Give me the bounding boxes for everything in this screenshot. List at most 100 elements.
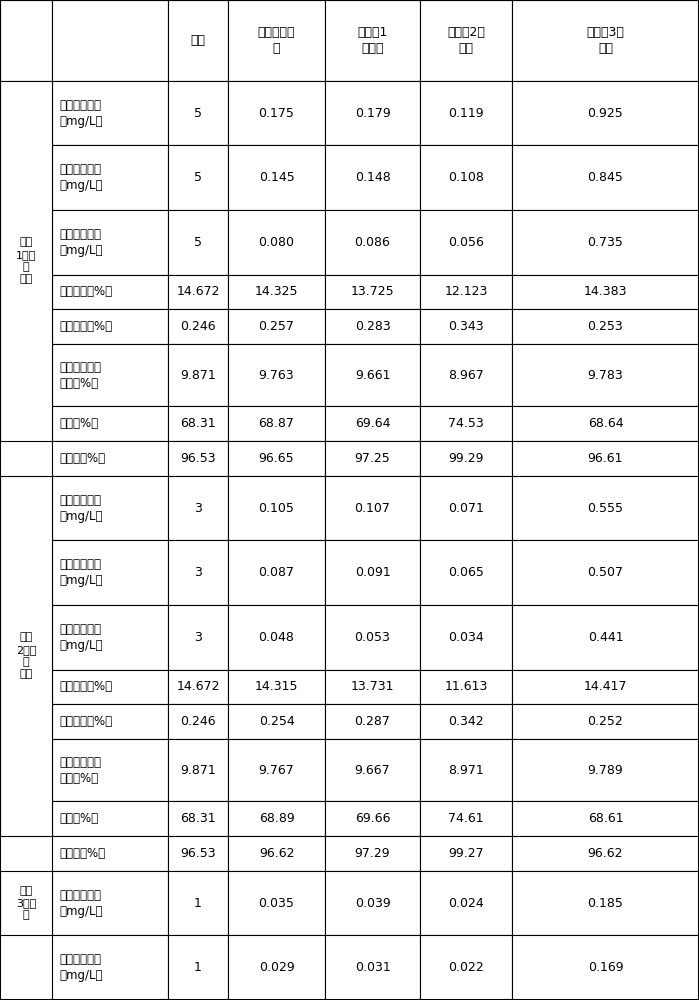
Bar (420, 801, 512, 836)
Bar (228, 605, 325, 670)
Bar (228, 275, 325, 309)
Text: 联苯菊酯浓度
（mg/L）: 联苯菊酯浓度 （mg/L） (59, 99, 103, 128)
Bar (52, 210, 168, 275)
Bar (420, 871, 512, 935)
Bar (420, 540, 512, 605)
Text: 9.763: 9.763 (259, 369, 294, 382)
Text: 原始: 原始 (191, 34, 206, 47)
Bar (420, 0, 512, 81)
Text: 样品
3（低
浓: 样品 3（低 浓 (16, 886, 36, 921)
Bar (168, 704, 228, 739)
Text: 0.108: 0.108 (448, 171, 484, 184)
Text: 0.029: 0.029 (259, 961, 294, 974)
Bar (512, 441, 699, 476)
Bar (325, 145, 420, 210)
Bar (52, 605, 168, 670)
Bar (228, 145, 325, 210)
Text: 可溶性固形物
含量（%）: 可溶性固形物 含量（%） (59, 756, 101, 785)
Bar (228, 406, 325, 441)
Bar (168, 0, 228, 81)
Bar (512, 275, 699, 309)
Bar (420, 406, 512, 441)
Text: 69.64: 69.64 (355, 417, 390, 430)
Bar (420, 441, 512, 476)
Text: 68.31: 68.31 (180, 812, 216, 825)
Bar (52, 801, 168, 836)
Text: 0.034: 0.034 (448, 631, 484, 644)
Bar (325, 81, 420, 145)
Bar (168, 540, 228, 605)
Text: 对比组1
处理后: 对比组1 处理后 (357, 26, 388, 55)
Bar (52, 739, 168, 801)
Bar (52, 476, 168, 540)
Text: 0.039: 0.039 (354, 897, 390, 910)
Bar (512, 871, 699, 935)
Text: 样品
2（中
浓
度）: 样品 2（中 浓 度） (16, 632, 36, 680)
Bar (228, 935, 325, 1000)
Text: 3: 3 (194, 502, 202, 515)
Bar (52, 836, 168, 871)
Text: 0.252: 0.252 (588, 715, 624, 728)
Bar (228, 540, 325, 605)
Bar (52, 704, 168, 739)
Text: 对比组2处
理后: 对比组2处 理后 (447, 26, 485, 55)
Text: 14.315: 14.315 (254, 680, 298, 693)
Text: 96.61: 96.61 (588, 452, 624, 465)
Bar (512, 406, 699, 441)
Bar (228, 441, 325, 476)
Bar (325, 476, 420, 540)
Bar (512, 704, 699, 739)
Bar (228, 670, 325, 704)
Bar (325, 210, 420, 275)
Text: 8.967: 8.967 (448, 369, 484, 382)
Bar (168, 605, 228, 670)
Text: 5: 5 (194, 171, 202, 184)
Text: 0.735: 0.735 (588, 236, 624, 249)
Text: 0.086: 0.086 (354, 236, 391, 249)
Bar (325, 704, 420, 739)
Text: 12.123: 12.123 (445, 285, 488, 298)
Bar (420, 344, 512, 406)
Text: 氯氧菊酯浓度
（mg/L）: 氯氧菊酯浓度 （mg/L） (59, 623, 103, 652)
Bar (52, 540, 168, 605)
Text: 样品
1（高
浓
度）: 样品 1（高 浓 度） (16, 237, 36, 284)
Text: 0.283: 0.283 (354, 320, 390, 333)
Bar (512, 81, 699, 145)
Bar (512, 309, 699, 344)
Text: 5: 5 (194, 236, 202, 249)
Text: 3: 3 (194, 566, 202, 579)
Bar (168, 441, 228, 476)
Bar (0, 476, 52, 836)
Bar (512, 210, 699, 275)
Bar (52, 344, 168, 406)
Text: 13.725: 13.725 (351, 285, 394, 298)
Bar (168, 406, 228, 441)
Bar (512, 801, 699, 836)
Bar (420, 145, 512, 210)
Text: 0.053: 0.053 (354, 631, 391, 644)
Bar (52, 670, 168, 704)
Bar (228, 836, 325, 871)
Text: 甲氧菊酯浓度
（mg/L）: 甲氧菊酯浓度 （mg/L） (59, 953, 103, 982)
Bar (52, 309, 168, 344)
Text: 99.27: 99.27 (448, 847, 484, 860)
Bar (325, 275, 420, 309)
Text: 0.169: 0.169 (588, 961, 624, 974)
Text: 0.091: 0.091 (354, 566, 390, 579)
Bar (420, 309, 512, 344)
Bar (52, 871, 168, 935)
Text: 总糖含量（%）: 总糖含量（%） (59, 285, 112, 298)
Bar (168, 476, 228, 540)
Text: 0.048: 0.048 (259, 631, 294, 644)
Text: 0.257: 0.257 (259, 320, 294, 333)
Text: 14.672: 14.672 (176, 680, 219, 693)
Text: 总糖含量（%）: 总糖含量（%） (59, 680, 112, 693)
Text: 68.64: 68.64 (588, 417, 624, 430)
Bar (52, 145, 168, 210)
Text: 0.342: 0.342 (448, 715, 484, 728)
Bar (168, 670, 228, 704)
Text: 9.871: 9.871 (180, 764, 216, 777)
Bar (52, 441, 168, 476)
Text: 0.145: 0.145 (259, 171, 294, 184)
Text: 0.555: 0.555 (587, 502, 624, 515)
